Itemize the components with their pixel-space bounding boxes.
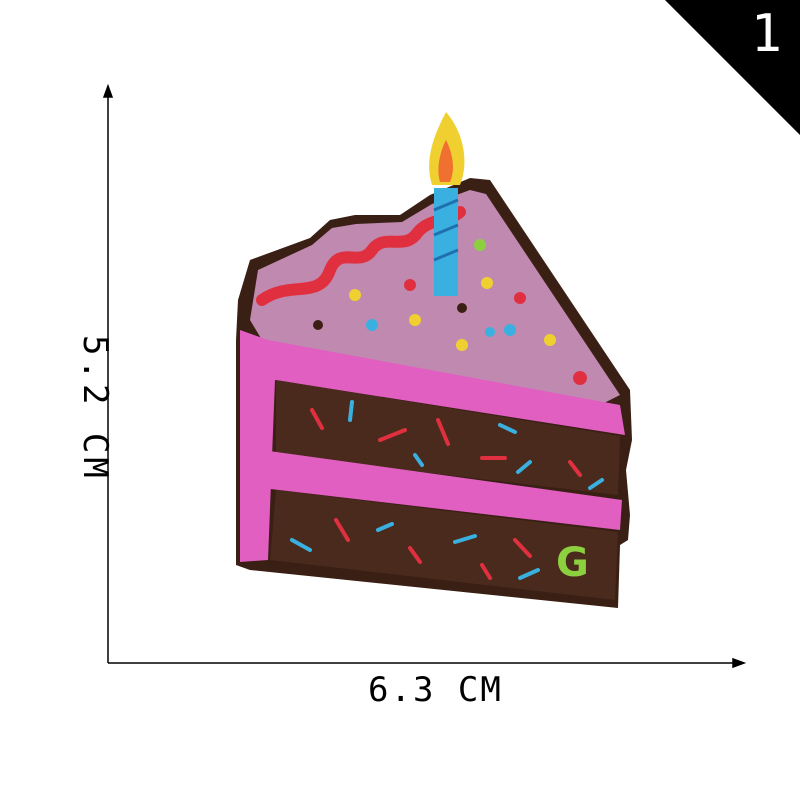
height-label: 5.2 CM: [75, 335, 115, 482]
frosting-swirl: [256, 206, 466, 306]
layer-sprinkles: [290, 400, 604, 580]
width-label: 6.3 CM: [368, 670, 503, 710]
top-sprinkles: [313, 239, 587, 385]
cake-layer-top: [276, 380, 620, 495]
frosting-edge: [240, 330, 625, 562]
dimension-axes: [102, 83, 747, 669]
badge-number: 1: [750, 4, 782, 64]
corner-badge: [665, 0, 800, 135]
frosting-middle: [262, 450, 622, 530]
cake-top: [250, 190, 620, 405]
cake-slice-patch: [236, 112, 632, 608]
product-letter: G: [556, 540, 589, 586]
